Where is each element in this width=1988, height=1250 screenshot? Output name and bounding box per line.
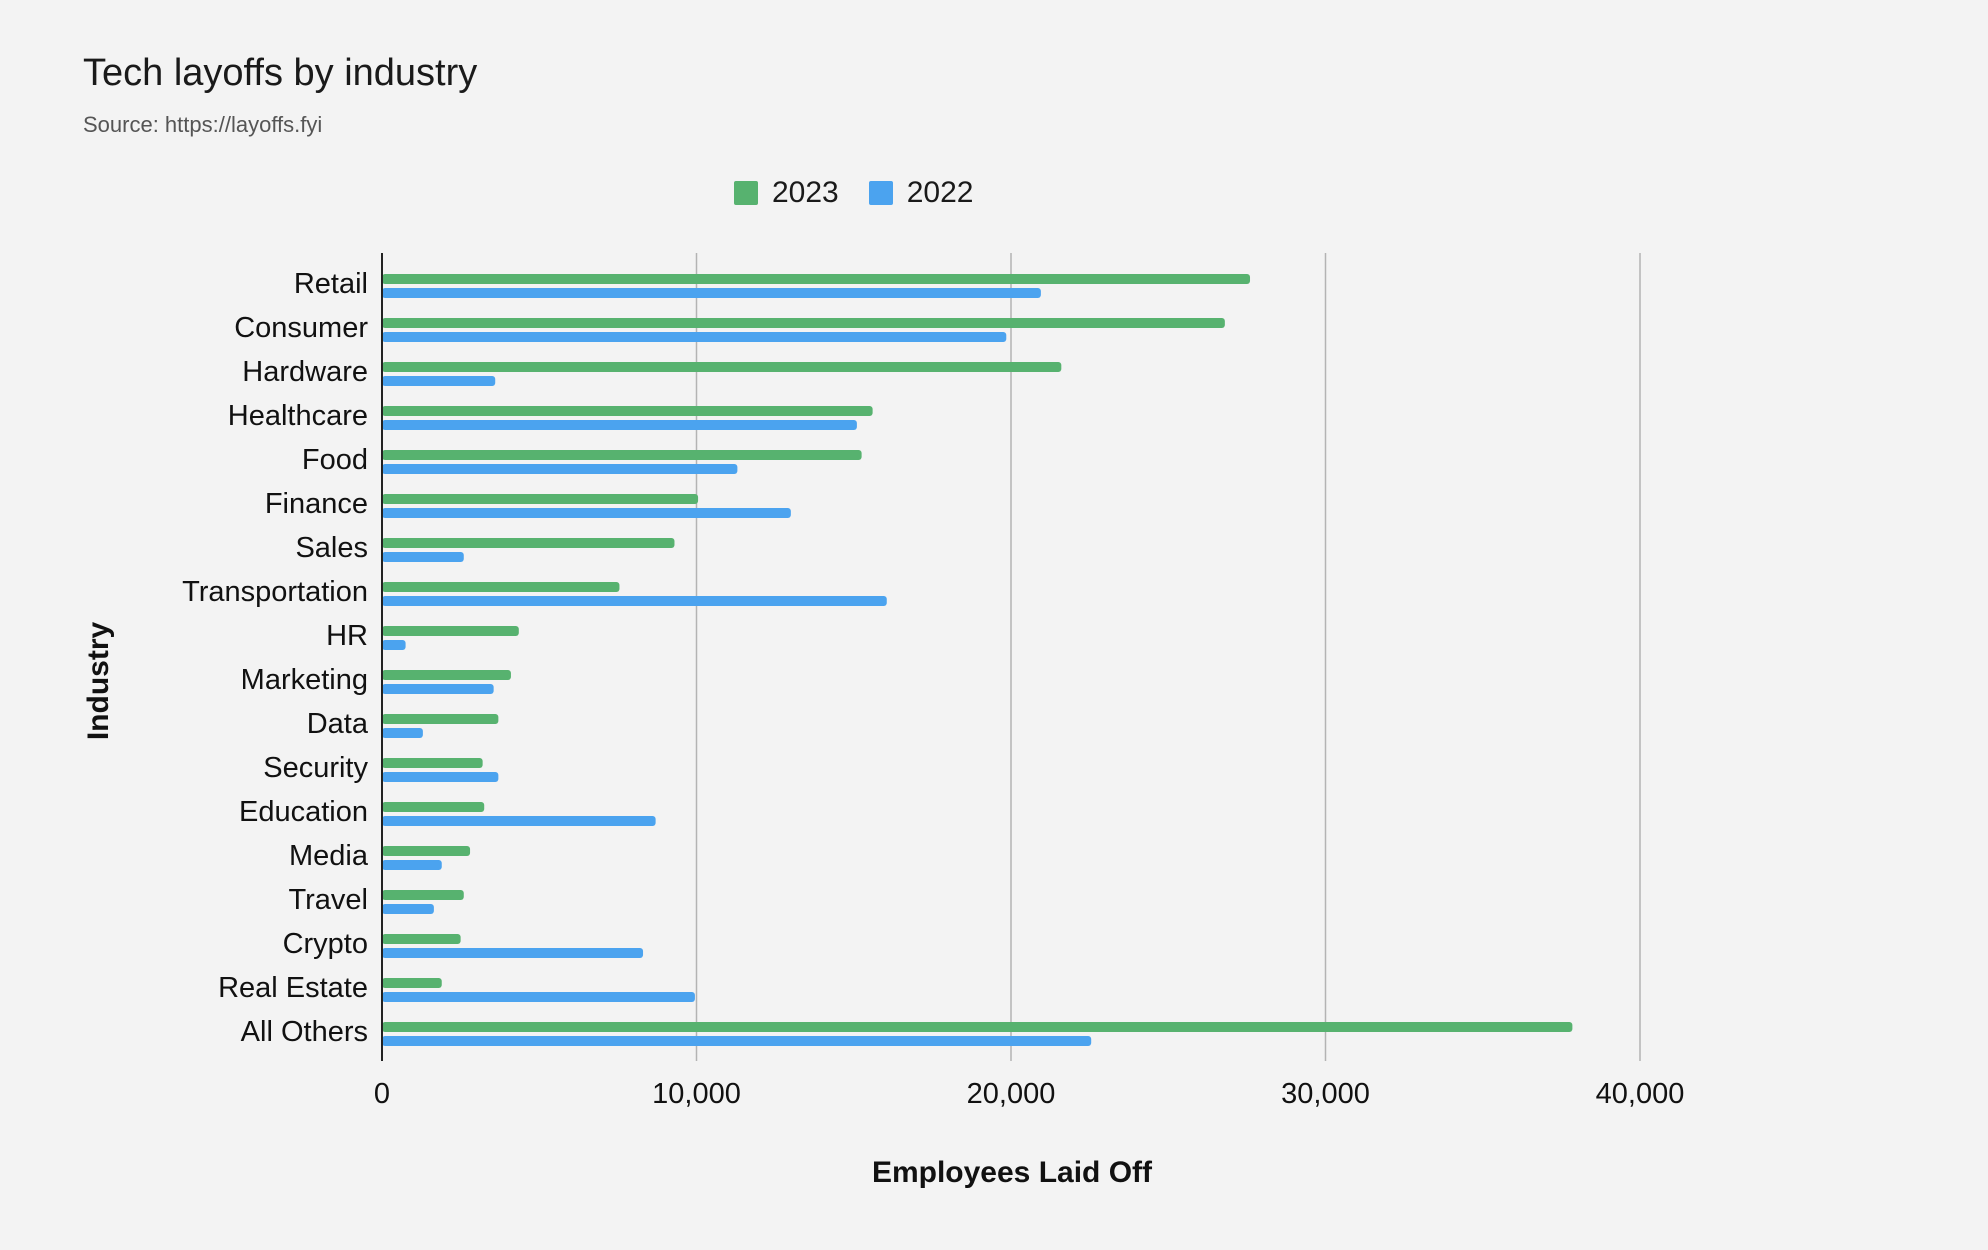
category-label: Food [302, 444, 368, 476]
x-tick-labels: 0 10,000 20,000 30,000 40,000 [374, 1078, 1684, 1110]
bar-2022-crypto[interactable] [382, 948, 644, 958]
bar-2022-sales[interactable] [382, 552, 464, 562]
category-label: Consumer [234, 312, 368, 344]
chart-legend: 2023 2022 [734, 176, 974, 210]
bar-2022-consumer[interactable] [382, 332, 1007, 342]
bar-2023-real-estate[interactable] [382, 978, 442, 988]
bar-2022-data[interactable] [382, 728, 423, 738]
bar-2022-marketing[interactable] [382, 684, 494, 694]
legend-swatch-2023 [734, 181, 758, 205]
bar-2023-transportation[interactable] [382, 582, 620, 592]
category-label: Hardware [242, 356, 368, 388]
bar-2023-hr[interactable] [382, 626, 519, 636]
bar-2023-travel[interactable] [382, 890, 464, 900]
bar-2023-healthcare[interactable] [382, 406, 873, 416]
chart-subtitle: Source: https://layoffs.fyi [83, 112, 323, 137]
category-label: Sales [295, 532, 368, 564]
bar-2023-sales[interactable] [382, 538, 675, 548]
category-label: HR [326, 620, 368, 652]
legend-item-2022[interactable]: 2022 [868, 176, 974, 210]
category-label: Transportation [182, 576, 368, 608]
bar-2023-education[interactable] [382, 802, 485, 812]
bar-2023-security[interactable] [382, 758, 483, 768]
category-label: Real Estate [218, 972, 368, 1004]
category-label: Travel [289, 884, 369, 916]
x-tick-label: 40,000 [1596, 1078, 1685, 1110]
category-label: Finance [265, 488, 368, 520]
bar-2022-media[interactable] [382, 860, 442, 870]
category-label: Data [307, 708, 369, 740]
bar-2023-marketing[interactable] [382, 670, 511, 680]
bar-2022-food[interactable] [382, 464, 738, 474]
bar-2022-travel[interactable] [382, 904, 434, 914]
category-label: Education [239, 796, 368, 828]
bar-2023-consumer[interactable] [382, 318, 1225, 328]
bar-2023-food[interactable] [382, 450, 862, 460]
category-label: Retail [294, 268, 368, 300]
legend-swatch-2022 [868, 181, 893, 205]
bar-2022-all-others[interactable] [382, 1036, 1092, 1046]
bar-2022-transportation[interactable] [382, 596, 887, 606]
bar-2023-media[interactable] [382, 846, 471, 856]
x-axis-title: Employees Laid Off [872, 1156, 1153, 1189]
bar-2023-data[interactable] [382, 714, 499, 724]
bar-2022-real-estate[interactable] [382, 992, 695, 1002]
category-label: All Others [241, 1016, 368, 1048]
bar-2023-retail[interactable] [382, 274, 1251, 284]
bar-2022-education[interactable] [382, 816, 656, 826]
category-labels: Retail Consumer Hardware Healthcare Food Fina… [182, 268, 369, 1048]
legend-label-2023: 2023 [772, 176, 839, 209]
bar-2022-finance[interactable] [382, 508, 791, 518]
bar-2022-security[interactable] [382, 772, 499, 782]
legend-label-2022: 2022 [906, 176, 974, 209]
grid-lines [695, 253, 1641, 1061]
bars [382, 274, 1573, 1046]
category-label: Marketing [241, 664, 368, 696]
chart-title: Tech layoffs by industry [83, 52, 478, 94]
x-tick-label: 20,000 [967, 1078, 1056, 1110]
x-tick-label: 30,000 [1281, 1078, 1370, 1110]
x-tick-label: 0 [374, 1078, 390, 1110]
y-axis-title: Industry [82, 622, 115, 741]
category-label: Security [263, 752, 368, 784]
bar-2023-hardware[interactable] [382, 362, 1062, 372]
bar-2022-hr[interactable] [382, 640, 406, 650]
bar-2022-hardware[interactable] [382, 376, 496, 386]
category-label: Crypto [283, 928, 368, 960]
bar-2022-retail[interactable] [382, 288, 1041, 298]
bar-2023-all-others[interactable] [382, 1022, 1573, 1032]
category-label: Healthcare [228, 400, 368, 432]
category-label: Media [289, 840, 369, 872]
legend-item-2023[interactable]: 2023 [734, 176, 839, 210]
bar-2023-finance[interactable] [382, 494, 699, 504]
bar-2023-crypto[interactable] [382, 934, 461, 944]
bar-2022-healthcare[interactable] [382, 420, 857, 430]
x-tick-label: 10,000 [652, 1078, 741, 1110]
